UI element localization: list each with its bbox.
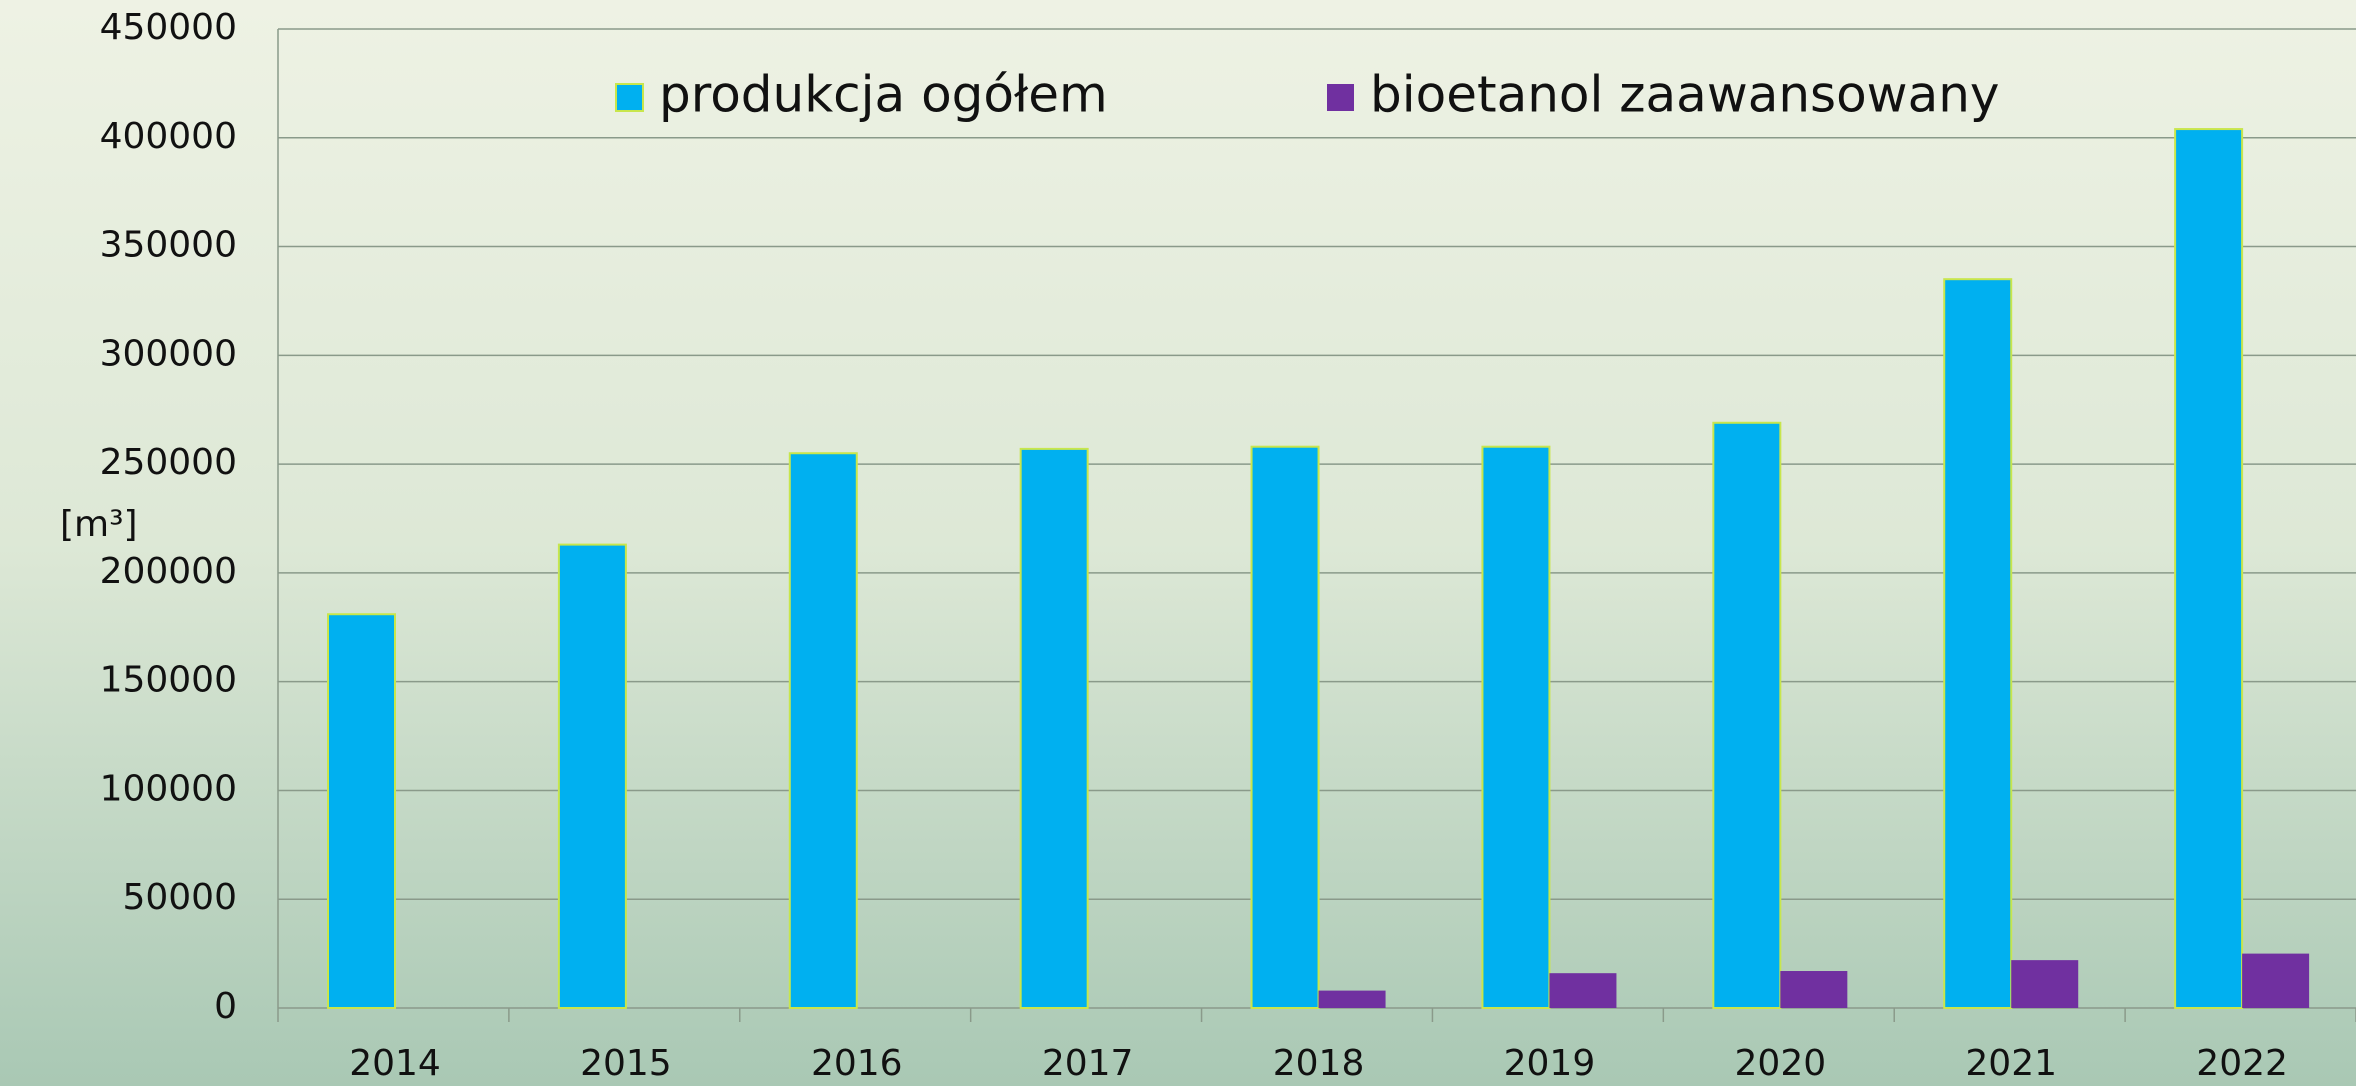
legend-label: bioetanol zaawansowany: [1370, 66, 2000, 124]
chart: [m³] 0 50000 100000 150000 200000 250000 30000…: [0, 0, 2356, 1086]
y-tick-label: 350000: [100, 225, 237, 266]
bar: [1021, 449, 1088, 1008]
bar: [790, 453, 857, 1008]
page: [m³] 0 50000 100000 150000 200000 250000 30000…: [0, 0, 2356, 1086]
bar: [328, 614, 395, 1008]
x-tick-label: 2022: [2196, 1043, 2288, 1084]
y-tick-label: 50000: [122, 877, 237, 918]
bar: [1713, 423, 1780, 1008]
x-tick-label: 2014: [349, 1043, 441, 1084]
legend-label: produkcja ogółem: [659, 66, 1108, 124]
x-tick-label: 2020: [1735, 1043, 1827, 1084]
x-tick-label: 2019: [1504, 1043, 1596, 1084]
bar: [1549, 973, 1616, 1008]
bar: [1944, 279, 2011, 1008]
x-tick-label: 2018: [1273, 1043, 1365, 1084]
y-tick-label: 100000: [100, 768, 237, 809]
bar: [1319, 991, 1386, 1008]
y-tick-label: 150000: [100, 660, 237, 701]
bar: [2242, 954, 2309, 1008]
bar: [1482, 447, 1549, 1008]
bar: [559, 545, 626, 1008]
y-tick-label: 400000: [100, 116, 237, 157]
y-tick-label: 250000: [100, 442, 237, 483]
y-axis-label: [m³]: [60, 504, 138, 545]
legend-swatch: [616, 84, 643, 111]
x-tick-label: 2015: [580, 1043, 672, 1084]
y-tick-label: 450000: [100, 7, 237, 48]
bar: [1780, 971, 1847, 1008]
bar: [2011, 960, 2078, 1008]
y-tick-label: 200000: [100, 551, 237, 592]
bar: [1252, 447, 1319, 1008]
x-tick-label: 2016: [811, 1043, 903, 1084]
y-tick-label: 300000: [100, 333, 237, 374]
x-tick-label: 2017: [1042, 1043, 1134, 1084]
x-tick-label: 2021: [1965, 1043, 2057, 1084]
bar: [2175, 129, 2242, 1008]
y-tick-label: 0: [214, 986, 237, 1027]
legend-swatch: [1327, 84, 1354, 111]
